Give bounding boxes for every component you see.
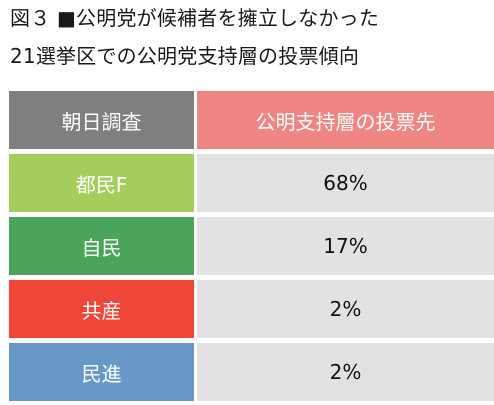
figure-caption-line-2: 21選挙区での公明党支持層の投票傾向 <box>10 44 360 68</box>
vote-share-cell: 2% <box>197 280 494 338</box>
vote-share-cell: 17% <box>197 217 494 275</box>
party-label-cell: 民進 <box>9 343 194 401</box>
table-row: 自民 17% <box>9 217 494 275</box>
party-label-cell: 共産 <box>9 280 194 338</box>
table-row: 民進 2% <box>9 343 494 401</box>
table-header-row: 朝日調査 公明支持層の投票先 <box>9 91 494 149</box>
header-survey-cell: 朝日調査 <box>9 91 194 149</box>
table-row: 都民F 68% <box>9 154 494 212</box>
table-row: 共産 2% <box>9 280 494 338</box>
vote-share-cell: 2% <box>197 343 494 401</box>
header-vote-destination-cell: 公明支持層の投票先 <box>197 91 494 149</box>
vote-share-cell: 68% <box>197 154 494 212</box>
figure-caption-line-1: 図３ ■公明党が候補者を擁立しなかった <box>10 6 380 30</box>
party-label-cell: 都民F <box>9 154 194 212</box>
party-label-cell: 自民 <box>9 217 194 275</box>
vote-table: 朝日調査 公明支持層の投票先 都民F 68% 自民 17% 共産 2% 民進 2… <box>9 91 494 405</box>
